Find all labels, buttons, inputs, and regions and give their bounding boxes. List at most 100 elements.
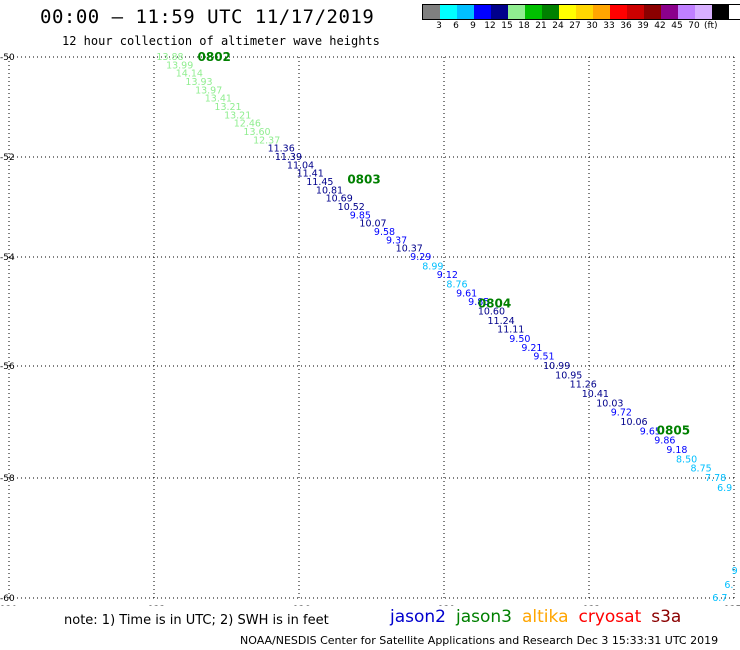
colorbar-label: 12 bbox=[484, 21, 496, 31]
colorbar-swatch bbox=[576, 5, 593, 19]
wave-height-value: 13.93 bbox=[185, 77, 212, 88]
wave-height-value: 11.45 bbox=[306, 177, 333, 188]
wave-height-value: 9.85 bbox=[350, 211, 371, 222]
colorbar-swatch bbox=[678, 5, 695, 19]
colorbar-swatch bbox=[610, 5, 627, 19]
colorbar-label: 33 bbox=[603, 21, 615, 31]
wave-height-value: 10.69 bbox=[326, 194, 353, 205]
wave-height-value: 10.60 bbox=[478, 307, 505, 318]
wave-height-value: 12.46 bbox=[234, 119, 261, 130]
wave-height-value: 10.06 bbox=[620, 417, 647, 428]
wave-height-value: 13.41 bbox=[205, 94, 232, 105]
wave-height-value: 11.04 bbox=[287, 161, 314, 172]
pass-number-label: 0805 bbox=[657, 423, 690, 437]
colorbar-swatch bbox=[593, 5, 610, 19]
colorbar-label: 21 bbox=[535, 21, 547, 31]
wave-height-value: 8.50 bbox=[676, 455, 697, 466]
wave-height-value: 10.07 bbox=[359, 219, 386, 230]
wave-height-value: 9 bbox=[732, 566, 738, 577]
wave-height-value: 13.21 bbox=[224, 111, 251, 122]
colorbar-swatch bbox=[644, 5, 661, 19]
wave-height-value: 11.24 bbox=[488, 316, 515, 327]
colorbar-label: 70 bbox=[688, 21, 700, 31]
colorbar-swatch bbox=[491, 5, 508, 19]
map-subtitle: 12 hour collection of altimeter wave hei… bbox=[62, 34, 380, 48]
lon-tick-label: 129 bbox=[438, 605, 455, 606]
wave-height-value: 9.61 bbox=[456, 289, 477, 300]
colorbar-labels: 3 6 9 12 15 18 21 24 27 30 33 36 39 42 45 70 (ft) bbox=[422, 20, 740, 34]
colorbar-label: 30 bbox=[586, 21, 598, 31]
colorbar-label: 45 bbox=[671, 21, 683, 31]
wave-height-value: 10.99 bbox=[543, 361, 570, 372]
wave-height-value: 9.21 bbox=[521, 343, 542, 354]
lon-tick-label: 126 bbox=[293, 605, 310, 606]
colorbar-label: 3 bbox=[436, 21, 442, 31]
wave-height-value: 14.14 bbox=[176, 69, 203, 80]
wave-height-colorbar: 3 6 9 12 15 18 21 24 27 30 33 36 39 42 45 70 (ft) bbox=[422, 4, 740, 34]
wave-height-value: 9.50 bbox=[509, 334, 530, 345]
lon-tick-label: 123 bbox=[148, 605, 165, 606]
wave-height-value: 9.58 bbox=[374, 227, 395, 238]
satellite-altika: altika bbox=[522, 607, 569, 627]
wave-height-value: 10.03 bbox=[596, 399, 623, 410]
wave-height-value: 8.99 bbox=[422, 261, 443, 272]
colorbar-swatch bbox=[712, 5, 729, 19]
map-title: 00:00 – 11:59 UTC 11/17/2019 bbox=[40, 6, 375, 28]
colorbar-swatch bbox=[423, 5, 440, 19]
colorbar-swatch bbox=[525, 5, 542, 19]
lat-tick-label: -60 bbox=[0, 594, 15, 604]
colorbar-label: 42 bbox=[654, 21, 666, 31]
wave-height-value: 13.97 bbox=[195, 86, 222, 97]
footer-credit: NOAA/NESDIS Center for Satellite Applica… bbox=[240, 634, 719, 647]
footer-note: note: 1) Time is in UTC; 2) SWH is in fe… bbox=[64, 613, 329, 628]
colorbar-label: 15 bbox=[501, 21, 513, 31]
satellite-cryosat: cryosat bbox=[578, 607, 642, 627]
wave-height-value: 9.86 bbox=[654, 435, 675, 446]
colorbar-swatch bbox=[508, 5, 525, 19]
wave-height-value: 11.11 bbox=[497, 324, 524, 335]
pass-number-label: 0803 bbox=[347, 173, 380, 187]
wave-height-value: 13.21 bbox=[214, 102, 241, 113]
wave-height-value: 6.7 bbox=[712, 593, 727, 604]
colorbar-swatch bbox=[474, 5, 491, 19]
lat-tick-label: -50 bbox=[0, 53, 15, 63]
colorbar-swatch bbox=[627, 5, 644, 19]
wave-height-value: 9.18 bbox=[666, 445, 687, 456]
wave-height-map: -50 -52 -54 -56 -58 -60120 123 126 129 132 135 13.… bbox=[0, 50, 740, 606]
wave-height-value: 9.51 bbox=[533, 352, 554, 363]
map-grid bbox=[8, 56, 735, 599]
colorbar-label: 27 bbox=[569, 21, 581, 31]
wave-height-value: 11.41 bbox=[297, 169, 324, 180]
colorbar-swatch bbox=[542, 5, 559, 19]
map-axis-ticks: -50 -52 -54 -56 -58 -60120 123 126 129 132 135 bbox=[0, 53, 740, 606]
wave-height-value: 9.12 bbox=[437, 270, 458, 281]
wave-height-value: 10.41 bbox=[582, 389, 609, 400]
colorbar-unit: (ft) bbox=[704, 21, 718, 31]
wave-height-value: 8.75 bbox=[691, 463, 712, 474]
wave-height-value: 11.26 bbox=[570, 379, 597, 390]
pass-number-label: 0804 bbox=[478, 296, 511, 310]
lat-tick-label: -54 bbox=[0, 253, 15, 263]
colorbar-swatch bbox=[457, 5, 474, 19]
wave-height-value: 11.39 bbox=[275, 152, 302, 163]
colorbar-swatch bbox=[559, 5, 576, 19]
wave-height-value: 9.85 bbox=[468, 297, 489, 308]
colorbar-swatch bbox=[440, 5, 457, 19]
wave-height-value: 11.36 bbox=[268, 144, 295, 155]
wave-height-value: 13.99 bbox=[166, 61, 193, 72]
wave-height-value: 10.37 bbox=[396, 244, 423, 255]
wave-height-value: 6. bbox=[724, 580, 733, 591]
wave-height-value: 7.78 bbox=[705, 473, 726, 484]
wave-height-value: 9.29 bbox=[410, 252, 431, 263]
colorbar-swatch bbox=[695, 5, 712, 19]
lat-tick-label: -58 bbox=[0, 474, 15, 484]
wave-height-value: 12.37 bbox=[253, 136, 280, 147]
wave-height-value: 8.76 bbox=[446, 279, 467, 290]
satellite-s3a: s3a bbox=[651, 607, 682, 627]
wave-height-value: 9.65 bbox=[640, 427, 661, 438]
colorbar-swatch bbox=[661, 5, 678, 19]
wave-height-value: 10.81 bbox=[316, 186, 343, 197]
pass-number-label: 0802 bbox=[198, 50, 231, 64]
lat-tick-label: -52 bbox=[0, 153, 15, 163]
satellite-legend: jason2 jason3 altika cryosat s3a bbox=[390, 607, 691, 627]
